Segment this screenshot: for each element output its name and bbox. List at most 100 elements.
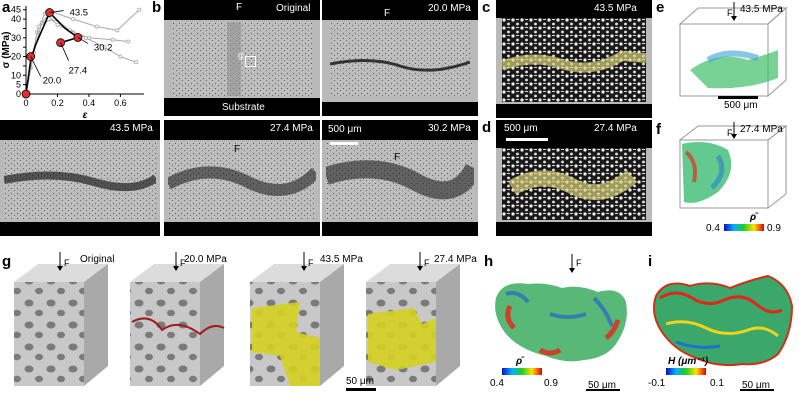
x-axis-label: ε	[83, 110, 88, 120]
marker-label: 27.4	[69, 66, 88, 77]
ct-slice-43mpa: 43.5 MPa	[0, 120, 160, 236]
panel-label-a: a	[2, 0, 11, 16]
y-tick-label: 40	[11, 14, 21, 24]
series-point	[118, 54, 123, 59]
stress-label: 27.4 MPa	[594, 123, 637, 134]
ct-slice-20mpa: F 20.0 MPa	[322, 0, 478, 116]
scale-label: 50 μm	[742, 380, 770, 391]
stress-label: 43.5 MPa	[740, 4, 783, 15]
stage-label: 20.0 MPa	[184, 254, 227, 265]
scale-bar	[346, 388, 376, 391]
ct-lattice-texture	[330, 22, 470, 96]
stress-label: 30.2 MPa	[428, 123, 471, 134]
stress-label: 43.5 MPa	[594, 3, 637, 14]
scale-label: 500 μm	[328, 124, 362, 135]
force-label: F	[384, 8, 391, 19]
panel-label-f: f	[656, 121, 661, 138]
force-label: F	[308, 258, 314, 268]
y-tick-label: 10	[11, 70, 21, 80]
colorbar-max: 0.9	[544, 378, 558, 389]
stage-label: 43.5 MPa	[320, 254, 363, 265]
force-label: F	[727, 128, 733, 138]
x-tick-label: 0	[23, 98, 28, 108]
marker-label: 43.5	[70, 8, 89, 19]
force-label: F	[180, 258, 186, 268]
colorbar-symbol: ρ̄	[750, 212, 757, 223]
ct-lattice-texture	[172, 22, 312, 96]
load-platen	[322, 0, 478, 20]
substrate-bar	[164, 222, 320, 236]
marker-label: 20.0	[43, 76, 62, 87]
scale-bar	[718, 96, 758, 99]
substrate-label: Substrate	[222, 102, 265, 113]
load-platen	[322, 120, 478, 140]
panel-label-b: b	[152, 0, 162, 16]
lattice-section-27mpa: 500 μm 27.4 MPa	[496, 120, 652, 236]
stage-label: Original	[80, 254, 115, 265]
scale-bar	[506, 138, 548, 141]
colorbar-min: 0.4	[706, 223, 720, 234]
colorbar-max: 0.1	[710, 378, 724, 389]
volume-render-43mpa	[678, 2, 788, 98]
y-tick-label: 45	[11, 5, 21, 15]
series-point	[83, 35, 88, 40]
scale-label: 500 μm	[504, 123, 538, 134]
stress-label: 20.0 MPa	[428, 3, 471, 14]
force-label: F	[394, 152, 401, 163]
stage-label: 27.4 MPa	[434, 254, 477, 265]
lattice-texture	[502, 18, 646, 102]
force-label: F	[576, 258, 582, 268]
series-point	[134, 60, 139, 65]
scale-label: 500 μm	[724, 100, 758, 111]
series-point	[36, 24, 41, 29]
scale-bar	[330, 142, 358, 145]
colorbar-symbol: H (μm⁻¹)	[668, 356, 709, 367]
substrate-bar	[0, 222, 160, 236]
x-tick-label: 0.4	[83, 98, 96, 108]
series-point	[94, 24, 99, 29]
colorbar-max: 0.9	[767, 223, 781, 234]
substrate-bar	[164, 98, 320, 116]
y-tick-label: 0	[16, 89, 21, 99]
panel-label-i: i	[648, 253, 653, 270]
marker-leader	[77, 37, 89, 44]
ct-lattice-texture	[326, 142, 474, 220]
series-point	[71, 17, 76, 22]
y-tick-label: 20	[11, 52, 21, 62]
series-point	[137, 7, 142, 12]
marker-leader	[30, 56, 42, 77]
y-tick-label: 5	[16, 80, 21, 90]
density-map	[495, 254, 627, 391]
series-point	[102, 45, 107, 50]
panel-label-e: e	[656, 0, 665, 16]
force-label: F	[424, 258, 430, 268]
stress-label: 43.5 MPa	[110, 123, 153, 134]
ct-slice-original: F Original Substrate g	[164, 0, 320, 116]
scale-label: 50 μm	[588, 380, 616, 391]
load-platen	[0, 120, 160, 140]
colorbar	[724, 224, 764, 231]
curvature-map	[653, 274, 794, 391]
colorbar-min: 0.4	[490, 378, 504, 389]
substrate-bar	[496, 222, 652, 236]
roi-box	[245, 56, 256, 67]
stage-marker	[21, 89, 31, 99]
roi-label: g	[238, 50, 244, 60]
substrate-bar	[322, 222, 478, 236]
ct-lattice-texture	[4, 142, 156, 220]
stress-label: 27.4 MPa	[740, 124, 783, 135]
colorbar-min: -0.1	[648, 378, 666, 389]
substrate-bar	[322, 102, 478, 116]
force-label: F	[236, 2, 243, 13]
stress-label: 27.4 MPa	[270, 123, 313, 134]
series-point	[110, 37, 115, 42]
y-axis-label: σ (MPa)	[1, 32, 12, 69]
load-platen	[164, 120, 320, 140]
series-point	[126, 39, 131, 44]
ct-slice-30mpa: F 30.2 MPa 500 μm	[322, 120, 478, 236]
x-tick-label: 0.2	[51, 98, 64, 108]
lattice-3d-renders	[14, 252, 460, 386]
lattice-texture	[502, 148, 646, 220]
lattice-section-43mpa: 43.5 MPa	[496, 0, 652, 118]
